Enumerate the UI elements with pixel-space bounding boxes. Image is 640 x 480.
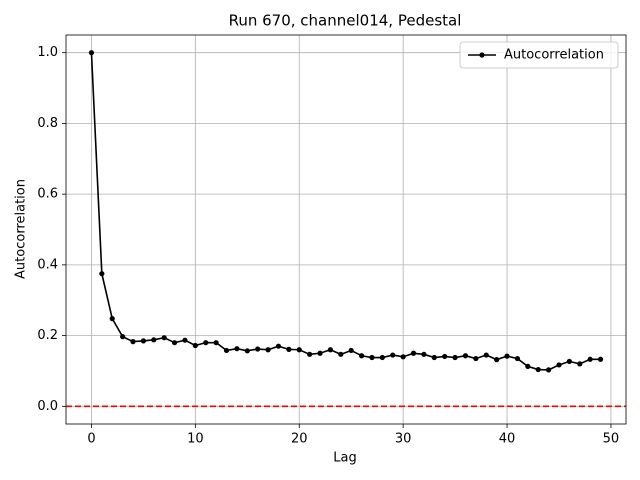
data-point bbox=[545, 367, 552, 373]
data-point bbox=[597, 356, 604, 362]
data-point bbox=[234, 346, 240, 352]
x-tick-label: 50 bbox=[603, 432, 620, 447]
data-point bbox=[514, 355, 521, 362]
data-point bbox=[348, 347, 354, 354]
data-point bbox=[182, 337, 188, 343]
data-point bbox=[379, 354, 385, 361]
data-point bbox=[213, 340, 219, 346]
data-point bbox=[473, 355, 479, 362]
data-point bbox=[577, 361, 583, 367]
data-point bbox=[338, 351, 344, 357]
data-point bbox=[99, 271, 105, 277]
y-tick-label: 0.6 bbox=[37, 187, 58, 202]
legend-box bbox=[459, 41, 619, 69]
data-point bbox=[192, 342, 198, 349]
data-point bbox=[88, 50, 95, 56]
data-point bbox=[421, 351, 427, 357]
data-point bbox=[390, 352, 396, 358]
data-point bbox=[442, 353, 448, 360]
data-point bbox=[109, 316, 115, 322]
x-axis-label: Lag bbox=[333, 451, 356, 466]
data-point bbox=[535, 366, 541, 373]
data-point bbox=[483, 352, 489, 358]
data-point bbox=[255, 346, 261, 352]
data-point bbox=[307, 351, 313, 357]
x-tick-label: 30 bbox=[395, 432, 412, 447]
legend-label: Autocorrelation bbox=[504, 48, 604, 63]
data-point bbox=[400, 354, 406, 360]
x-tick-label: 0 bbox=[87, 432, 95, 447]
y-tick-label: 0.2 bbox=[37, 328, 58, 343]
data-point bbox=[525, 363, 531, 369]
data-point bbox=[369, 354, 375, 361]
plot-frame bbox=[65, 34, 627, 425]
legend-marker bbox=[479, 52, 485, 58]
data-point bbox=[462, 353, 469, 359]
data-point bbox=[140, 338, 147, 344]
data-point bbox=[556, 362, 562, 368]
y-axis-label: Autocorrelation bbox=[14, 179, 29, 279]
data-point bbox=[286, 346, 292, 352]
y-tick-label: 1.0 bbox=[37, 45, 58, 60]
y-tick-label: 0.0 bbox=[37, 399, 58, 414]
data-point bbox=[358, 353, 365, 359]
data-point bbox=[587, 356, 593, 362]
data-point bbox=[296, 347, 302, 353]
data-point bbox=[171, 340, 178, 346]
data-point bbox=[203, 340, 209, 346]
data-point bbox=[244, 348, 250, 354]
data-point bbox=[223, 347, 230, 354]
data-point bbox=[452, 354, 458, 361]
x-tick-label: 10 bbox=[187, 432, 204, 447]
data-point bbox=[494, 357, 500, 363]
data-point bbox=[317, 350, 323, 356]
data-point bbox=[130, 339, 136, 345]
data-point bbox=[431, 354, 437, 361]
data-point bbox=[410, 350, 417, 356]
data-point bbox=[120, 334, 126, 340]
data-point bbox=[566, 358, 572, 365]
data-point bbox=[151, 337, 157, 343]
data-point bbox=[327, 347, 334, 353]
chart-title: Run 670, channel014, Pedestal bbox=[229, 12, 462, 30]
y-tick-label: 0.4 bbox=[37, 257, 58, 272]
data-point bbox=[265, 347, 271, 353]
y-tick-label: 0.8 bbox=[37, 116, 58, 131]
data-point bbox=[504, 353, 510, 359]
x-tick-label: 40 bbox=[499, 432, 516, 447]
x-tick-label: 20 bbox=[291, 432, 308, 447]
data-point bbox=[161, 335, 167, 341]
data-point bbox=[275, 343, 282, 349]
